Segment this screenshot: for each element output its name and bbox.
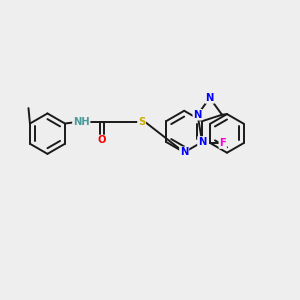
Text: O: O (98, 136, 106, 146)
Text: N: N (180, 147, 188, 158)
Text: S: S (138, 117, 145, 127)
Text: N: N (193, 110, 202, 120)
Text: NH: NH (73, 117, 90, 127)
Text: F: F (219, 138, 226, 148)
Text: N: N (206, 93, 214, 103)
Text: N: N (198, 137, 206, 147)
